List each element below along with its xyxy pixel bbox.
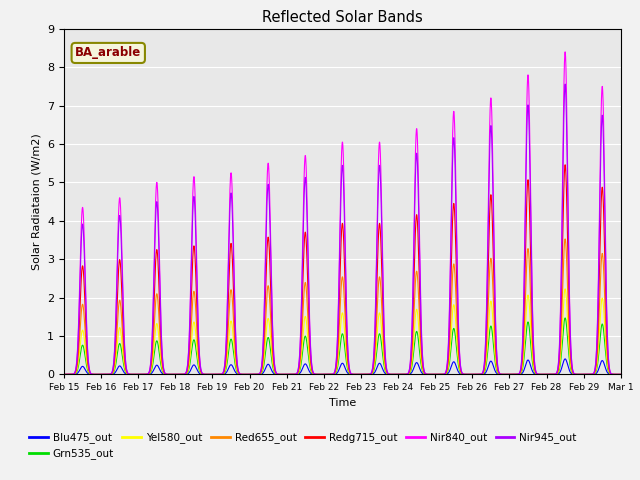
Redg715_out bbox=[243, 372, 251, 377]
Nir840_out bbox=[419, 354, 426, 360]
Nir945_out bbox=[243, 372, 251, 377]
Yel580_out bbox=[419, 367, 426, 372]
Grn535_out bbox=[617, 372, 625, 377]
Yel580_out bbox=[617, 372, 625, 377]
Redg715_out bbox=[419, 360, 426, 366]
Yel580_out bbox=[349, 372, 357, 377]
Blu475_out bbox=[60, 372, 68, 377]
Red655_out bbox=[419, 364, 426, 370]
Y-axis label: Solar Radiataion (W/m2): Solar Radiataion (W/m2) bbox=[31, 133, 42, 270]
Redg715_out bbox=[349, 372, 357, 377]
Redg715_out bbox=[575, 372, 582, 377]
Line: Nir945_out: Nir945_out bbox=[64, 84, 621, 374]
Line: Red655_out: Red655_out bbox=[64, 239, 621, 374]
Nir945_out bbox=[349, 372, 357, 377]
Nir840_out bbox=[60, 372, 68, 377]
Redg715_out bbox=[617, 372, 625, 377]
Nir840_out bbox=[349, 372, 357, 377]
Red655_out bbox=[575, 372, 582, 377]
Redg715_out bbox=[60, 372, 68, 377]
Nir840_out bbox=[575, 372, 582, 377]
Blu475_out bbox=[419, 371, 426, 376]
Line: Nir840_out: Nir840_out bbox=[64, 52, 621, 374]
Grn535_out bbox=[561, 315, 569, 321]
Grn535_out bbox=[419, 369, 426, 374]
Blu475_out bbox=[617, 372, 625, 377]
Nir945_out bbox=[419, 356, 426, 361]
Yel580_out bbox=[468, 372, 476, 377]
Grn535_out bbox=[575, 372, 582, 377]
Blu475_out bbox=[468, 372, 476, 377]
Nir840_out bbox=[468, 372, 476, 377]
Grn535_out bbox=[349, 372, 357, 377]
Grn535_out bbox=[61, 372, 69, 377]
Blu475_out bbox=[349, 372, 357, 377]
Redg715_out bbox=[61, 372, 69, 377]
Line: Blu475_out: Blu475_out bbox=[64, 359, 621, 374]
Nir945_out bbox=[468, 372, 476, 377]
Redg715_out bbox=[561, 162, 569, 168]
Grn535_out bbox=[60, 372, 68, 377]
Nir840_out bbox=[617, 372, 625, 377]
Red655_out bbox=[349, 372, 357, 377]
Legend: Blu475_out, Grn535_out, Yel580_out, Red655_out, Redg715_out, Nir840_out, Nir945_: Blu475_out, Grn535_out, Yel580_out, Red6… bbox=[25, 428, 581, 463]
Grn535_out bbox=[468, 372, 476, 377]
Redg715_out bbox=[468, 372, 476, 377]
Nir840_out bbox=[561, 49, 569, 55]
Nir945_out bbox=[60, 372, 68, 377]
X-axis label: Time: Time bbox=[329, 398, 356, 408]
Nir945_out bbox=[561, 81, 569, 87]
Nir840_out bbox=[61, 372, 69, 377]
Grn535_out bbox=[243, 372, 251, 377]
Nir945_out bbox=[575, 372, 582, 377]
Red655_out bbox=[243, 372, 251, 377]
Yel580_out bbox=[60, 372, 68, 377]
Line: Redg715_out: Redg715_out bbox=[64, 165, 621, 374]
Blu475_out bbox=[561, 356, 569, 362]
Yel580_out bbox=[561, 286, 569, 292]
Nir840_out bbox=[243, 372, 251, 377]
Nir945_out bbox=[617, 372, 625, 377]
Red655_out bbox=[61, 372, 69, 377]
Red655_out bbox=[561, 236, 569, 242]
Title: Reflected Solar Bands: Reflected Solar Bands bbox=[262, 10, 423, 25]
Red655_out bbox=[60, 372, 68, 377]
Blu475_out bbox=[575, 372, 582, 377]
Yel580_out bbox=[243, 372, 251, 377]
Line: Yel580_out: Yel580_out bbox=[64, 289, 621, 374]
Red655_out bbox=[617, 372, 625, 377]
Blu475_out bbox=[243, 372, 251, 377]
Red655_out bbox=[468, 372, 476, 377]
Nir945_out bbox=[61, 372, 69, 377]
Blu475_out bbox=[61, 372, 69, 377]
Yel580_out bbox=[61, 372, 69, 377]
Line: Grn535_out: Grn535_out bbox=[64, 318, 621, 374]
Yel580_out bbox=[575, 372, 582, 377]
Text: BA_arable: BA_arable bbox=[75, 47, 141, 60]
